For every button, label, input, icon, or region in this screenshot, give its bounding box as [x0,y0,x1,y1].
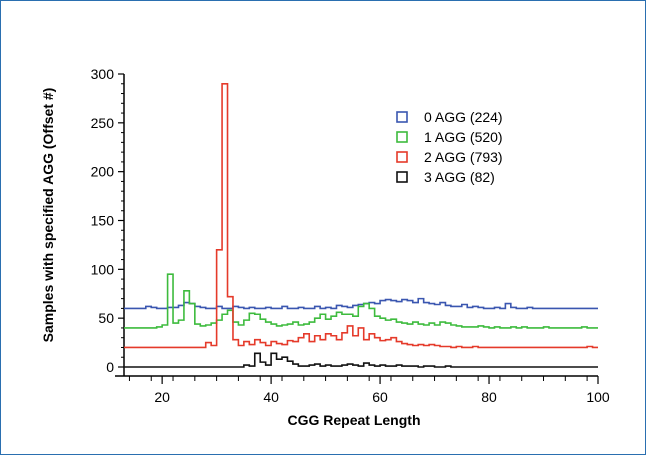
legend-swatch [396,131,408,143]
legend-label: 2 AGG (793) [424,149,503,165]
x-tick-label: 80 [481,389,497,405]
x-axis-label: CGG Repeat Length [287,412,420,428]
legend-label: 3 AGG (82) [424,169,495,185]
series-line-2 [124,82,598,349]
legend-swatch [396,151,408,163]
series-line-3 [124,352,598,368]
legend-swatch [396,171,408,183]
y-tick-label: 250 [91,115,115,131]
series-layer [124,82,598,368]
y-tick-label: 50 [98,310,114,326]
legend-swatch [396,111,408,123]
legend: 0 AGG (224) 1 AGG (520) 2 AGG (793) 3 AGG (… [396,109,503,185]
y-tick-label: 300 [91,66,115,82]
series-line-1 [124,273,598,329]
y-tick-label: 200 [91,164,115,180]
x-tick-label: 20 [154,389,170,405]
y-tick-label: 150 [91,213,115,229]
y-tick-label: 100 [91,261,115,277]
series-line-0 [124,297,598,310]
x-tick-label: 40 [263,389,279,405]
legend-label: 1 AGG (520) [424,129,503,145]
y-axis-label: Samples with specified AGG (Offset #) [40,88,56,343]
axes: 0 50 100 150 200 250 300 20 40 60 80 100 [91,66,610,405]
x-tick-label: 60 [372,389,388,405]
y-tick-label: 0 [106,359,114,375]
x-tick-label: 100 [586,389,610,405]
legend-label: 0 AGG (224) [424,109,503,125]
